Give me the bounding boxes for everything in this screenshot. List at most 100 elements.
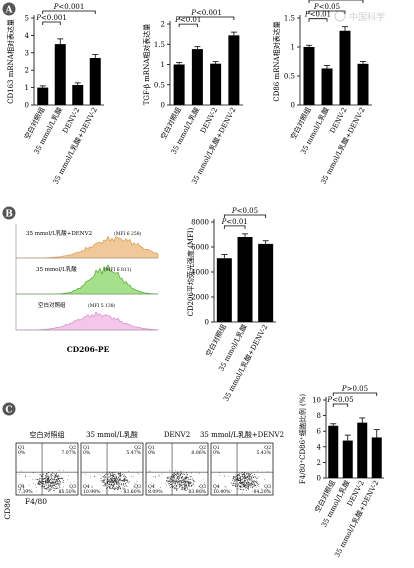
scatter-event [45,482,47,484]
scatter-event [178,484,180,486]
scatter-frame [210,442,274,496]
scatter-event [118,472,119,474]
scatter-event [49,481,51,483]
scatter-event [248,473,250,475]
scatter-event [197,471,199,473]
scatter-event [178,481,180,483]
scatter-event [41,487,43,489]
scatter-event [174,474,176,476]
scatter-event [114,479,116,481]
scatter-event [44,482,46,484]
scatter-event [120,480,122,482]
scatter-event [113,476,115,478]
scatter-event [55,488,57,489]
scatter-event [46,484,48,486]
scatter-event [48,472,50,474]
scatter-event [114,480,116,482]
scatter-event [53,476,55,478]
significance-label: P<0.001 [35,14,67,22]
scatter-event [240,489,242,490]
y-axis-label: CD163 mRNA相对表达量 [6,19,15,104]
scatter-event [236,475,238,476]
scatter-event [60,478,62,479]
scatter-event [188,481,190,483]
scatter-event [54,474,56,475]
scatter-event [101,481,103,483]
scatter-event [235,483,237,485]
scatter-event [116,486,118,488]
scatter-event [119,474,121,476]
scatter-event [126,479,128,481]
scatter-event [240,473,242,475]
q1-label: Q1 [148,445,155,451]
significance-bracket [223,214,267,218]
scatter-event [255,482,257,484]
scatter-event [174,483,176,484]
scatter-event [108,476,110,478]
scatter-event [56,480,58,482]
scatter-event [239,474,241,476]
scatter-event [112,488,114,490]
scatter-event [49,491,51,492]
scatter-event [253,482,255,484]
scatter-event [41,476,43,478]
histogram-mfi-label: (MFI 5 138) [88,302,116,309]
scatter-event [50,488,52,490]
scatter-event [252,487,254,489]
scatter-event [204,481,206,483]
scatter-event [48,486,50,488]
scatter-event [174,488,176,490]
scatter-event [178,479,180,480]
y-tick-label: 1 [25,84,29,92]
scatter-event [110,483,112,485]
bar [258,243,274,322]
bar [342,440,353,478]
significance-label: P<0.001 [53,3,85,11]
scatter-event [114,488,115,489]
scatter-event [112,478,114,479]
significance-label: P<0.01 [174,16,201,24]
y-tick-label: 2 [25,67,29,75]
scatter-event [237,475,239,476]
scatter-event [43,478,45,480]
histogram-track-label: 空白对照组 [38,301,66,309]
scatter-event [180,471,182,473]
scatter-event [222,490,224,492]
scatter-event [104,479,106,481]
scatter-event [249,479,251,481]
scatter-event [54,488,56,490]
scatter-event [138,473,140,475]
q4-label: Q4 [18,484,25,490]
scatter-event [184,480,186,482]
scatter-event [116,482,118,484]
q3-label: Q3 [264,484,271,490]
scatter-event [104,480,106,482]
scatter-event [126,485,128,487]
scatter-event [106,477,108,479]
scatter-event [46,477,48,479]
histogram-curve [16,311,159,331]
scatter-event [113,471,115,473]
scatter-event [249,474,251,475]
scatter-event [57,483,59,485]
scatter-event [169,480,171,482]
scatter-event [115,475,117,477]
scatter-event [19,488,21,490]
scatter-event [116,471,118,473]
scatter-event [110,478,112,480]
scatter-event [176,472,178,474]
scatter-event [169,483,170,484]
scatter-event [38,480,40,482]
y-tick-label: 4 [25,32,30,40]
scatter-event [47,475,49,477]
scatter-event [186,486,187,488]
scatter-event [239,485,241,487]
scatter-event [176,480,177,482]
scatter-event [41,485,43,487]
scatter-event [266,489,268,491]
scatter-event [106,487,107,489]
scatter-event [254,474,256,475]
scatter-event [108,481,110,483]
scatter-event [198,486,200,488]
scatter-event [125,479,127,481]
